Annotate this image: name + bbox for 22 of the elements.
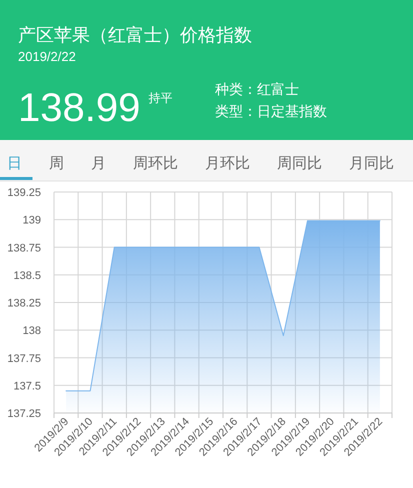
tab-label: 日 — [7, 155, 22, 172]
annotation-info: 类型：日定基指数 — [215, 103, 327, 119]
y-tick-label: 138.25 — [7, 298, 41, 310]
y-tick-label: 138 — [22, 325, 41, 338]
annotation-value: 138.99 — [18, 86, 140, 130]
tab-label: 月同比 — [349, 155, 394, 172]
annotation-info: 种类：红富士 — [215, 81, 299, 97]
annotation-change: 持平 — [148, 91, 172, 105]
title: 产区苹果（红富士）价格指数 — [18, 25, 252, 45]
y-tick-label: 137.75 — [7, 352, 41, 365]
tab-label: 月 — [91, 155, 106, 172]
y-tick-label: 138.5 — [13, 270, 41, 282]
tab-label: 周同比 — [277, 155, 322, 172]
subtitle: 2019/2/22 — [18, 49, 76, 64]
tab-label: 月环比 — [205, 155, 250, 172]
y-tick-label: 137.25 — [7, 408, 41, 420]
y-tick-label: 139.25 — [7, 187, 41, 199]
y-tick-label: 137.5 — [13, 380, 41, 392]
y-tick-label: 139 — [22, 214, 41, 227]
tab-label: 周 — [49, 155, 64, 172]
tab-label: 周环比 — [133, 155, 178, 172]
y-tick-label: 138.75 — [7, 242, 41, 254]
